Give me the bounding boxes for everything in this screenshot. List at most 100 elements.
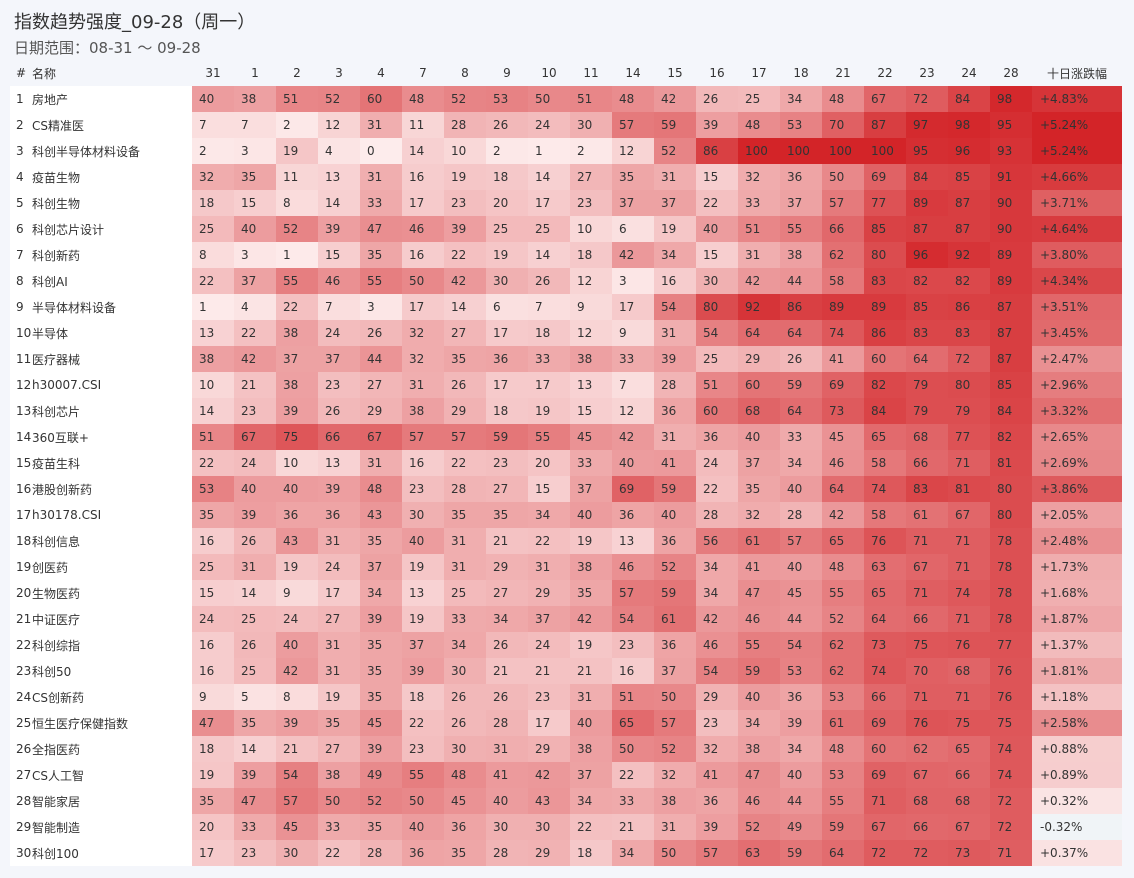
heat-cell: 1 xyxy=(528,138,570,164)
heat-cell: 89 xyxy=(864,294,906,320)
row-index: 25 xyxy=(10,710,32,736)
heat-cell: 50 xyxy=(528,86,570,112)
heat-cell: 36 xyxy=(696,788,738,814)
col-header-day: 9 xyxy=(486,60,528,86)
heat-cell: 18 xyxy=(192,190,234,216)
heat-cell: 39 xyxy=(318,476,360,502)
heat-cell: 80 xyxy=(948,372,990,398)
heat-cell: 54 xyxy=(696,320,738,346)
heat-cell: 23 xyxy=(444,190,486,216)
heat-cell: 74 xyxy=(990,736,1032,762)
heat-cell: 67 xyxy=(906,554,948,580)
index-name: 科创50 xyxy=(32,658,192,684)
heat-cell: 40 xyxy=(570,502,612,528)
heat-cell: 57 xyxy=(612,580,654,606)
heat-cell: 8 xyxy=(276,190,318,216)
heat-cell: 45 xyxy=(444,788,486,814)
change-cell: +1.37% xyxy=(1032,632,1122,658)
heat-cell: 14 xyxy=(528,164,570,190)
heat-cell: 17 xyxy=(528,710,570,736)
heat-cell: 18 xyxy=(486,164,528,190)
heat-cell: 65 xyxy=(864,424,906,450)
row-index: 15 xyxy=(10,450,32,476)
heat-cell: 31 xyxy=(654,814,696,840)
heat-cell: 44 xyxy=(780,268,822,294)
heat-cell: 35 xyxy=(234,164,276,190)
row-index: 14 xyxy=(10,424,32,450)
heat-cell: 35 xyxy=(444,346,486,372)
row-index: 4 xyxy=(10,164,32,190)
heat-cell: 27 xyxy=(360,372,402,398)
heat-cell: 26 xyxy=(528,268,570,294)
heat-cell: 46 xyxy=(738,788,780,814)
index-name: 科创100 xyxy=(32,840,192,866)
heat-cell: 83 xyxy=(906,476,948,502)
heat-cell: 76 xyxy=(948,632,990,658)
heat-cell: 48 xyxy=(822,736,864,762)
table-row: 26 全指医药 18 14 21 27 39 23 30 31 29 38 50 52 32 38 34 48 60… xyxy=(10,736,1122,762)
heat-cell: 28 xyxy=(486,840,528,866)
heat-cell: 47 xyxy=(192,710,234,736)
heat-cell: 9 xyxy=(192,684,234,710)
heat-cell: 39 xyxy=(654,346,696,372)
heat-cell: 35 xyxy=(612,164,654,190)
heat-cell: 37 xyxy=(654,190,696,216)
heat-cell: 21 xyxy=(612,814,654,840)
heat-cell: 34 xyxy=(360,580,402,606)
heat-cell: 19 xyxy=(654,216,696,242)
heat-cell: 23 xyxy=(696,710,738,736)
heat-cell: 50 xyxy=(654,684,696,710)
heat-cell: 10 xyxy=(444,138,486,164)
row-index: 5 xyxy=(10,190,32,216)
heat-cell: 64 xyxy=(780,320,822,346)
heat-cell: 67 xyxy=(234,424,276,450)
heat-cell: 93 xyxy=(990,138,1032,164)
heat-cell: 16 xyxy=(192,632,234,658)
heat-cell: 31 xyxy=(444,554,486,580)
change-cell: +4.34% xyxy=(1032,268,1122,294)
heat-cell: 19 xyxy=(318,684,360,710)
heat-cell: 60 xyxy=(864,736,906,762)
heat-cell: 75 xyxy=(990,710,1032,736)
heat-cell: 71 xyxy=(990,840,1032,866)
heat-cell: 39 xyxy=(276,710,318,736)
heat-cell: 72 xyxy=(990,788,1032,814)
heat-cell: 59 xyxy=(654,112,696,138)
heat-cell: 65 xyxy=(612,710,654,736)
table-row: 14 360互联+ 51 67 75 66 67 57 57 59 55 45 42 31 36 40 33 45… xyxy=(10,424,1122,450)
table-row: 15 疫苗生科 22 24 10 13 31 16 22 23 20 33 40 41 24 37 34 46 58… xyxy=(10,450,1122,476)
heat-cell: 3 xyxy=(612,268,654,294)
heat-cell: 38 xyxy=(780,242,822,268)
heat-cell: 36 xyxy=(780,164,822,190)
heat-cell: 14 xyxy=(234,580,276,606)
heat-cell: 40 xyxy=(654,502,696,528)
heat-cell: 37 xyxy=(360,554,402,580)
row-index: 8 xyxy=(10,268,32,294)
heat-cell: 35 xyxy=(360,814,402,840)
heat-cell: 11 xyxy=(276,164,318,190)
heat-cell: 19 xyxy=(570,528,612,554)
change-cell: +0.89% xyxy=(1032,762,1122,788)
heat-cell: 61 xyxy=(822,710,864,736)
heat-cell: 29 xyxy=(444,398,486,424)
heat-cell: 27 xyxy=(486,476,528,502)
heat-cell: 32 xyxy=(738,502,780,528)
col-header-change: 十日涨跌幅 xyxy=(1032,60,1122,86)
row-index: 23 xyxy=(10,658,32,684)
change-cell: +3.45% xyxy=(1032,320,1122,346)
heat-cell: 85 xyxy=(906,294,948,320)
heat-cell: 87 xyxy=(948,216,990,242)
heat-cell: 7 xyxy=(234,112,276,138)
heat-cell: 33 xyxy=(780,424,822,450)
heat-cell: 51 xyxy=(696,372,738,398)
heat-cell: 59 xyxy=(738,658,780,684)
table-row: 13 科创芯片 14 23 39 26 29 38 29 18 19 15 12 36 60 68 64 73 84… xyxy=(10,398,1122,424)
heat-cell: 30 xyxy=(276,840,318,866)
heat-cell: 65 xyxy=(822,528,864,554)
heat-cell: 25 xyxy=(234,606,276,632)
heat-cell: 64 xyxy=(780,398,822,424)
heat-cell: 36 xyxy=(402,840,444,866)
heat-cell: 13 xyxy=(570,372,612,398)
row-index: 29 xyxy=(10,814,32,840)
heat-cell: 72 xyxy=(864,840,906,866)
